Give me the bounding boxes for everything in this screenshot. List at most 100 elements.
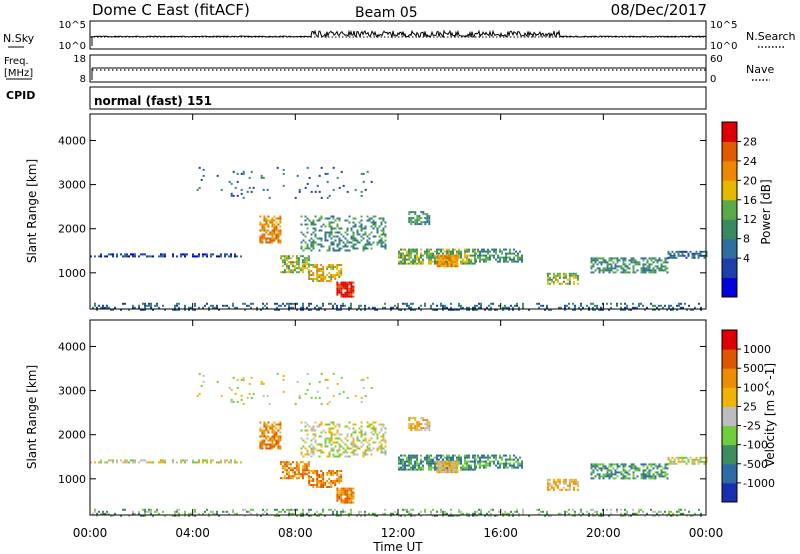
scatter-cell (338, 491, 341, 494)
scatter-cell (410, 217, 413, 220)
scatter-cell (430, 510, 432, 513)
scatter-cell (330, 439, 333, 442)
scatter-cell (480, 304, 482, 307)
scatter-cell (336, 512, 338, 515)
scatter-cell (312, 223, 315, 226)
scatter-cell (477, 254, 479, 257)
scatter-cell (671, 460, 674, 463)
scatter-cell (574, 308, 576, 311)
scatter-cell (297, 259, 300, 262)
scatter-cell (174, 306, 176, 309)
scatter-cell (338, 308, 340, 311)
scatter-cell (600, 475, 603, 478)
scatter-cell (594, 259, 597, 262)
scatter-cell (424, 423, 427, 426)
scatter-cell (102, 510, 104, 513)
scatter-cell (338, 291, 341, 294)
scatter-cell (132, 510, 134, 513)
scatter-cell (632, 306, 634, 309)
scatter-cell (618, 465, 621, 468)
scatter-cell (352, 217, 355, 220)
scatter-cell (430, 248, 432, 251)
scatter-cell (480, 508, 482, 511)
scatter-cell (681, 460, 684, 463)
scatter-cell (556, 486, 559, 489)
scatter-cell (436, 467, 439, 470)
scatter-cell (164, 459, 166, 462)
scatter-cell (300, 447, 303, 450)
scatter-cell (358, 427, 361, 430)
scatter-cell (660, 263, 663, 266)
scatter-cell (440, 469, 443, 472)
scatter-cell (285, 267, 288, 270)
scatter-cell (600, 514, 602, 517)
scatter-cell (483, 464, 485, 467)
scatter-cell (290, 508, 292, 511)
scatter-cell (392, 512, 394, 515)
scatter-cell (444, 306, 446, 309)
power-ylabel: Slant Range [km] (25, 159, 39, 263)
scatter-cell (554, 276, 557, 279)
scatter-cell (628, 308, 630, 311)
scatter-cell (344, 283, 347, 286)
scatter-cell (590, 302, 592, 305)
scatter-cell (598, 269, 601, 272)
scatter-cell (384, 453, 387, 456)
scatter-cell (366, 247, 369, 250)
scatter-cell (462, 464, 464, 467)
scatter-cell (666, 308, 668, 311)
scatter-cell (344, 304, 346, 307)
scatter-cell (408, 254, 410, 257)
scatter-cell (646, 473, 649, 476)
scatter-cell (218, 255, 220, 258)
scatter-cell (436, 259, 439, 262)
scatter-cell (152, 461, 154, 464)
scatter-cell (291, 467, 294, 470)
nave-tick-top: 60 (710, 54, 723, 65)
scatter-cell (564, 306, 566, 309)
scatter-cell (362, 443, 365, 446)
scatter-cell (148, 461, 150, 464)
scatter-cell (348, 499, 351, 502)
scatter-cell (438, 471, 441, 474)
colorbar-swatch (722, 277, 737, 298)
scatter-cell (326, 423, 329, 426)
scatter-cell (366, 241, 369, 244)
scatter-cell (346, 447, 349, 450)
scatter-cell (340, 295, 343, 298)
scatter-cell (266, 306, 268, 309)
scatter-cell (324, 231, 327, 234)
scatter-cell (460, 304, 462, 307)
scatter-cell (368, 443, 371, 446)
scatter-cell (328, 453, 331, 456)
scatter-cell (261, 233, 264, 236)
scatter-cell (194, 302, 196, 305)
scatter-cell (330, 480, 333, 482)
scatter-cell (660, 269, 663, 272)
scatter-cell (606, 261, 609, 264)
scatter-cell (330, 274, 333, 276)
scatter-cell (406, 458, 408, 461)
scatter-cell (336, 291, 339, 294)
scatter-cell (594, 510, 596, 513)
scatter-cell (464, 466, 466, 469)
scatter-cell (156, 510, 158, 513)
scatter-cell (248, 510, 250, 513)
scatter-cell (326, 402, 329, 405)
scatter-cell (336, 283, 339, 286)
scatter-cell (418, 219, 421, 222)
scatter-cell (426, 458, 428, 461)
scatter-cell (572, 282, 575, 285)
scatter-cell (456, 461, 459, 464)
scatter-cell (374, 441, 377, 444)
scatter-cell (342, 295, 345, 298)
scatter-cell (408, 464, 410, 467)
scatter-cell (507, 260, 509, 263)
scatter-cell (338, 270, 341, 272)
scatter-cell (642, 263, 645, 266)
scatter-cell (568, 480, 571, 483)
scatter-cell (474, 254, 476, 257)
scatter-cell (318, 396, 321, 399)
scatter-cell (342, 302, 344, 305)
scatter-cell (669, 254, 672, 257)
